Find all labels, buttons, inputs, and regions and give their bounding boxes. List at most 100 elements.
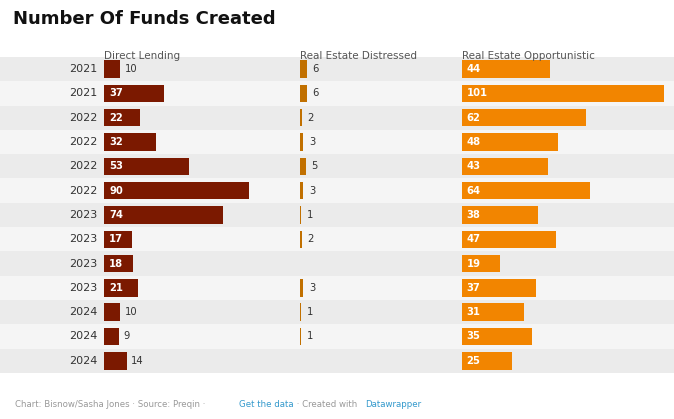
Text: 2024: 2024	[69, 356, 98, 366]
Text: 2023: 2023	[69, 234, 98, 244]
Text: 2: 2	[307, 113, 314, 123]
FancyBboxPatch shape	[0, 178, 674, 203]
Text: 25: 25	[466, 356, 481, 366]
FancyBboxPatch shape	[300, 230, 302, 248]
Text: 64: 64	[466, 186, 481, 196]
Text: 53: 53	[109, 161, 123, 171]
FancyBboxPatch shape	[462, 85, 664, 102]
Text: 62: 62	[466, 113, 481, 123]
Text: 37: 37	[109, 88, 123, 98]
FancyBboxPatch shape	[300, 182, 303, 199]
FancyBboxPatch shape	[462, 109, 586, 127]
Text: Number Of Funds Created: Number Of Funds Created	[13, 10, 276, 28]
Text: 10: 10	[125, 64, 137, 74]
Text: Direct Lending: Direct Lending	[104, 51, 181, 61]
FancyBboxPatch shape	[0, 251, 674, 276]
FancyBboxPatch shape	[0, 300, 674, 324]
FancyBboxPatch shape	[462, 158, 548, 175]
Text: 2022: 2022	[69, 161, 98, 171]
FancyBboxPatch shape	[0, 276, 674, 300]
FancyBboxPatch shape	[300, 109, 302, 127]
Text: 3: 3	[309, 137, 315, 147]
FancyBboxPatch shape	[300, 133, 303, 151]
Text: 2023: 2023	[69, 210, 98, 220]
Text: Datawrapper: Datawrapper	[365, 400, 421, 409]
FancyBboxPatch shape	[104, 109, 140, 127]
FancyBboxPatch shape	[462, 352, 512, 370]
FancyBboxPatch shape	[462, 279, 536, 297]
FancyBboxPatch shape	[462, 60, 550, 78]
Text: 2022: 2022	[69, 186, 98, 196]
FancyBboxPatch shape	[0, 130, 674, 154]
Text: 6: 6	[312, 88, 319, 98]
Text: Get the data: Get the data	[239, 400, 294, 409]
Text: 38: 38	[466, 210, 481, 220]
Text: 6: 6	[312, 64, 319, 74]
Text: 2: 2	[307, 234, 314, 244]
FancyBboxPatch shape	[0, 154, 674, 178]
Text: 2024: 2024	[69, 307, 98, 317]
FancyBboxPatch shape	[104, 158, 189, 175]
Text: 1: 1	[307, 210, 313, 220]
FancyBboxPatch shape	[300, 206, 301, 224]
Text: · Created with: · Created with	[294, 400, 360, 409]
FancyBboxPatch shape	[462, 255, 499, 272]
FancyBboxPatch shape	[104, 303, 121, 321]
Text: 2023: 2023	[69, 259, 98, 269]
Text: 35: 35	[466, 331, 481, 341]
Text: 2022: 2022	[69, 137, 98, 147]
FancyBboxPatch shape	[104, 133, 156, 151]
Text: 32: 32	[109, 137, 123, 147]
FancyBboxPatch shape	[300, 303, 301, 321]
FancyBboxPatch shape	[462, 303, 524, 321]
FancyBboxPatch shape	[300, 85, 307, 102]
FancyBboxPatch shape	[104, 206, 223, 224]
Text: 3: 3	[309, 186, 315, 196]
FancyBboxPatch shape	[300, 60, 307, 78]
Text: 37: 37	[466, 283, 480, 293]
Text: 43: 43	[466, 161, 481, 171]
FancyBboxPatch shape	[0, 81, 674, 106]
FancyBboxPatch shape	[104, 230, 131, 248]
Text: 2023: 2023	[69, 283, 98, 293]
Text: 14: 14	[131, 356, 144, 366]
FancyBboxPatch shape	[104, 328, 119, 345]
FancyBboxPatch shape	[104, 279, 138, 297]
Text: Real Estate Opportunistic: Real Estate Opportunistic	[462, 51, 594, 61]
FancyBboxPatch shape	[0, 227, 674, 251]
Text: 1: 1	[307, 331, 313, 341]
Text: 5: 5	[311, 161, 317, 171]
Text: 1: 1	[307, 307, 313, 317]
FancyBboxPatch shape	[462, 328, 532, 345]
Text: 47: 47	[466, 234, 481, 244]
Text: 3: 3	[309, 283, 315, 293]
FancyBboxPatch shape	[300, 328, 301, 345]
Text: Chart: Bisnow/Sasha Jones · Source: Preqin ·: Chart: Bisnow/Sasha Jones · Source: Preq…	[15, 400, 208, 409]
FancyBboxPatch shape	[104, 352, 127, 370]
FancyBboxPatch shape	[300, 279, 303, 297]
FancyBboxPatch shape	[300, 158, 306, 175]
FancyBboxPatch shape	[104, 255, 133, 272]
Text: 2024: 2024	[69, 331, 98, 341]
FancyBboxPatch shape	[462, 206, 538, 224]
Text: 10: 10	[125, 307, 137, 317]
Text: 2022: 2022	[69, 113, 98, 123]
Text: 31: 31	[466, 307, 481, 317]
Text: 2021: 2021	[69, 64, 98, 74]
FancyBboxPatch shape	[462, 182, 590, 199]
FancyBboxPatch shape	[462, 230, 556, 248]
Text: 101: 101	[466, 88, 487, 98]
Text: 48: 48	[466, 137, 481, 147]
FancyBboxPatch shape	[0, 324, 674, 349]
Text: 9: 9	[123, 331, 129, 341]
Text: 17: 17	[109, 234, 123, 244]
Text: 22: 22	[109, 113, 123, 123]
FancyBboxPatch shape	[0, 57, 674, 81]
FancyBboxPatch shape	[104, 60, 121, 78]
Text: 18: 18	[109, 259, 123, 269]
Text: 74: 74	[109, 210, 123, 220]
Text: 2021: 2021	[69, 88, 98, 98]
FancyBboxPatch shape	[462, 133, 558, 151]
FancyBboxPatch shape	[0, 106, 674, 130]
FancyBboxPatch shape	[104, 85, 164, 102]
